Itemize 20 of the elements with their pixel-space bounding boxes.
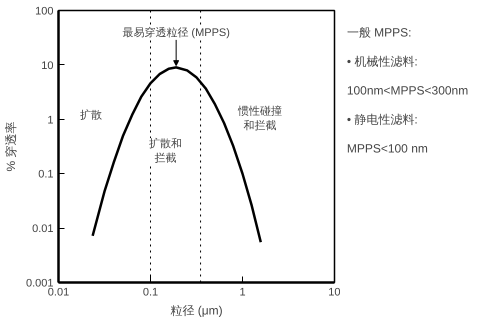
y-tick-label: 0.1 <box>38 168 54 181</box>
annotation: 扩散和拦截 <box>148 137 182 165</box>
text: 一般 MPPS: <box>346 25 412 40</box>
x-tick-label: 10 <box>328 286 341 298</box>
x-tick-label: 0.1 <box>142 286 158 298</box>
annotation: 扩散 <box>80 108 102 122</box>
text: • 静电性滤料: <box>346 112 418 127</box>
annotation: 最易穿透粒径 (MPPS) <box>122 26 230 39</box>
text: MPPS<100 nm <box>346 142 428 156</box>
y-tick-label: 0.001 <box>26 278 54 290</box>
x-tick-label: 1 <box>239 286 246 298</box>
text: 100nm<MPPS<300nm <box>346 83 468 98</box>
y-tick-label: 10 <box>41 60 54 72</box>
y-axis-title: % 穿透率 <box>4 121 18 172</box>
text: • 机械性滤料: <box>346 54 418 68</box>
y-tick-label: 0.01 <box>32 223 54 236</box>
x-axis-title: 粒径 (μm) <box>170 304 223 318</box>
annotation: 惯性碰撞和拦截 <box>236 104 282 132</box>
y-tick-label: 1 <box>47 114 54 126</box>
y-tick-label: 100 <box>35 6 54 18</box>
